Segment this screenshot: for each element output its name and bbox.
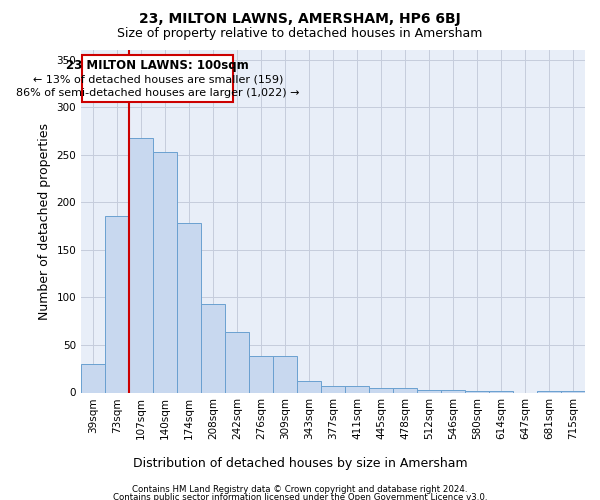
Text: 23, MILTON LAWNS, AMERSHAM, HP6 6BJ: 23, MILTON LAWNS, AMERSHAM, HP6 6BJ bbox=[139, 12, 461, 26]
Bar bbox=[465, 390, 489, 392]
Bar bbox=[273, 356, 297, 392]
Text: Size of property relative to detached houses in Amersham: Size of property relative to detached ho… bbox=[118, 28, 482, 40]
Bar bbox=[321, 386, 345, 392]
Bar bbox=[369, 388, 393, 392]
Bar bbox=[489, 390, 513, 392]
Bar bbox=[225, 332, 249, 392]
Bar bbox=[81, 364, 105, 392]
Bar bbox=[177, 223, 201, 392]
Text: Contains HM Land Registry data © Crown copyright and database right 2024.: Contains HM Land Registry data © Crown c… bbox=[132, 485, 468, 494]
Text: ← 13% of detached houses are smaller (159): ← 13% of detached houses are smaller (15… bbox=[32, 74, 283, 85]
Bar bbox=[129, 138, 153, 392]
Bar bbox=[105, 216, 129, 392]
Bar bbox=[201, 304, 225, 392]
Text: Contains public sector information licensed under the Open Government Licence v3: Contains public sector information licen… bbox=[113, 493, 487, 500]
Bar bbox=[249, 356, 273, 392]
Bar bbox=[393, 388, 417, 392]
Text: Distribution of detached houses by size in Amersham: Distribution of detached houses by size … bbox=[133, 458, 467, 470]
Bar bbox=[417, 390, 441, 392]
Bar bbox=[153, 152, 177, 392]
Bar bbox=[441, 390, 465, 392]
Text: 86% of semi-detached houses are larger (1,022) →: 86% of semi-detached houses are larger (… bbox=[16, 88, 299, 98]
FancyBboxPatch shape bbox=[82, 55, 233, 102]
Bar bbox=[537, 390, 561, 392]
Text: 23 MILTON LAWNS: 100sqm: 23 MILTON LAWNS: 100sqm bbox=[67, 58, 249, 71]
Bar bbox=[561, 390, 585, 392]
Bar bbox=[345, 386, 369, 392]
Bar bbox=[297, 381, 321, 392]
Y-axis label: Number of detached properties: Number of detached properties bbox=[38, 122, 51, 320]
